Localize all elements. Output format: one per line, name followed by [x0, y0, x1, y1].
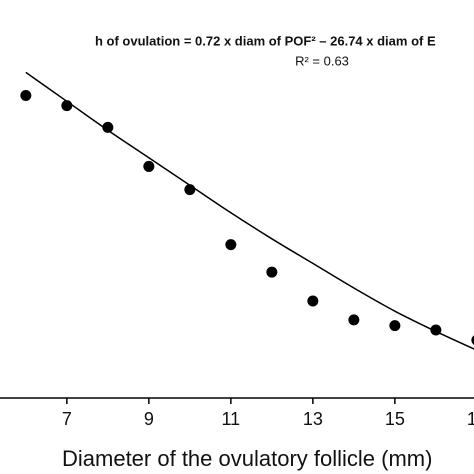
x-tick-label: 9: [144, 409, 154, 429]
x-tick-label: 11: [222, 409, 241, 429]
data-point: [266, 266, 278, 278]
data-point: [307, 295, 319, 307]
x-tick-label: 15: [385, 409, 405, 429]
data-point: [102, 121, 114, 133]
fit-curve: [25, 71, 474, 350]
data-point: [225, 239, 237, 251]
x-tick-label: 7: [62, 409, 72, 429]
r-squared: R² = 0.63: [295, 53, 349, 68]
x-tick-label: 13: [303, 409, 323, 429]
data-point: [471, 335, 474, 345]
equation: h of ovulation = 0.72 x diam of POF² – 2…: [95, 33, 436, 48]
x-axis-label: Diameter of the ovulatory follicle (mm): [62, 446, 432, 471]
data-point: [143, 160, 155, 172]
data-point: [348, 314, 360, 326]
data-point: [389, 320, 401, 332]
x-tick-label: 17: [467, 409, 474, 429]
data-point: [20, 90, 32, 102]
